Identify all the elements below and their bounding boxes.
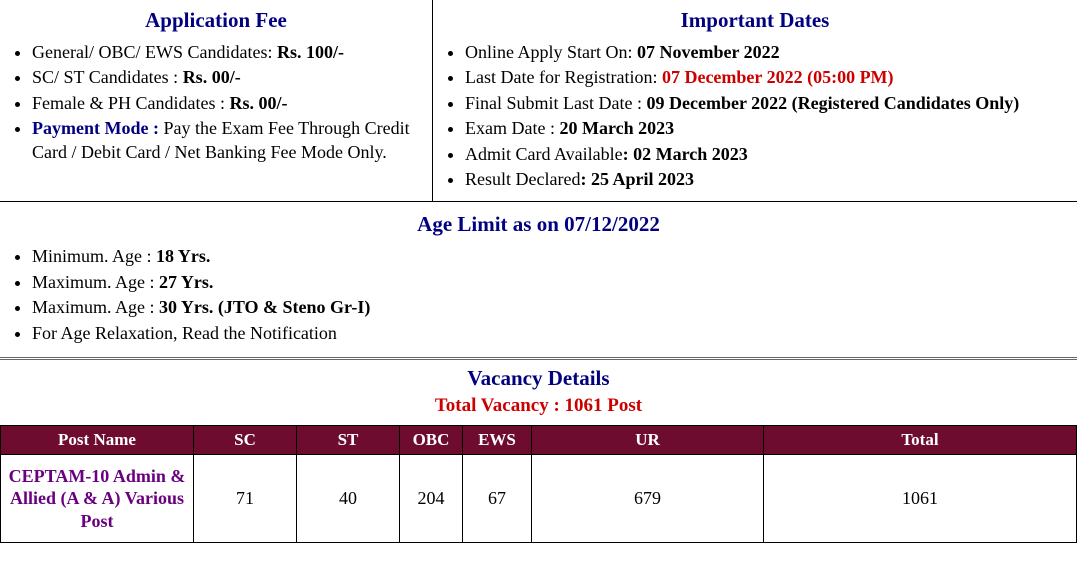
age-item: For Age Relaxation, Read the Notificatio… — [32, 322, 1067, 345]
col-st: ST — [297, 425, 400, 454]
cell-sc: 71 — [194, 454, 297, 543]
fee-item: SC/ ST Candidates : Rs. 00/- — [32, 66, 422, 89]
fee-list: General/ OBC/ EWS Candidates: Rs. 100/- … — [32, 41, 422, 164]
cell-total: 1061 — [764, 454, 1077, 543]
col-obc: OBC — [400, 425, 463, 454]
important-dates-title: Important Dates — [443, 8, 1067, 33]
cell-post-name: CEPTAM-10 Admin & Allied (A & A) Various… — [1, 454, 194, 543]
col-ews: EWS — [463, 425, 532, 454]
age-item: Maximum. Age : 30 Yrs. (JTO & Steno Gr-I… — [32, 296, 1067, 319]
fee-item: Female & PH Candidates : Rs. 00/- — [32, 92, 422, 115]
col-post-name: Post Name — [1, 425, 194, 454]
important-dates-section: Important Dates Online Apply Start On: 0… — [433, 0, 1077, 202]
cell-ur: 679 — [532, 454, 764, 543]
col-total: Total — [764, 425, 1077, 454]
vacancy-table: Post Name SC ST OBC EWS UR Total CEPTAM-… — [0, 425, 1077, 544]
cell-ews: 67 — [463, 454, 532, 543]
dates-list: Online Apply Start On: 07 November 2022 … — [465, 41, 1067, 191]
vacancy-total: Total Vacancy : 1061 Post — [0, 395, 1077, 417]
cell-st: 40 — [297, 454, 400, 543]
date-item: Exam Date : 20 March 2023 — [465, 117, 1067, 140]
date-item: Final Submit Last Date : 09 December 202… — [465, 92, 1067, 115]
vacancy-header-row: Post Name SC ST OBC EWS UR Total — [1, 425, 1077, 454]
cell-obc: 204 — [400, 454, 463, 543]
col-ur: UR — [532, 425, 764, 454]
fee-item: General/ OBC/ EWS Candidates: Rs. 100/- — [32, 41, 422, 64]
divider — [0, 357, 1077, 360]
application-fee-section: Application Fee General/ OBC/ EWS Candid… — [0, 0, 433, 202]
age-item: Minimum. Age : 18 Yrs. — [32, 245, 1067, 268]
vacancy-details-title: Vacancy Details — [0, 366, 1077, 391]
age-item: Maximum. Age : 27 Yrs. — [32, 271, 1067, 294]
date-item: Result Declared: 25 April 2023 — [465, 168, 1067, 191]
date-item: Admit Card Available: 02 March 2023 — [465, 143, 1067, 166]
date-item: Last Date for Registration: 07 December … — [465, 66, 1067, 89]
age-limit-section: Age Limit as on 07/12/2022 Minimum. Age … — [0, 202, 1077, 357]
application-fee-title: Application Fee — [10, 8, 422, 33]
fee-payment-mode: Payment Mode : Pay the Exam Fee Through … — [32, 117, 422, 164]
date-item: Online Apply Start On: 07 November 2022 — [465, 41, 1067, 64]
vacancy-row: CEPTAM-10 Admin & Allied (A & A) Various… — [1, 454, 1077, 543]
col-sc: SC — [194, 425, 297, 454]
age-list: Minimum. Age : 18 Yrs. Maximum. Age : 27… — [32, 245, 1067, 345]
age-limit-title: Age Limit as on 07/12/2022 — [10, 212, 1067, 237]
